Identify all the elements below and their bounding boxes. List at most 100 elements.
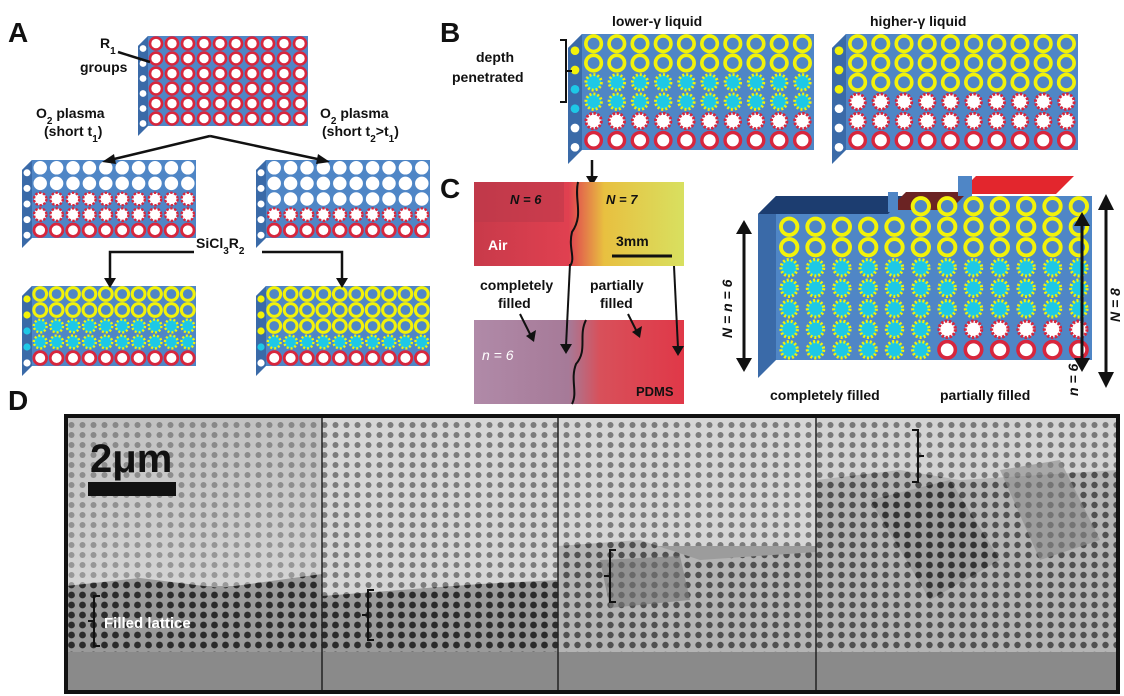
block-a-left-bottom-pore — [130, 286, 147, 302]
stepped-block-pore — [989, 339, 1010, 360]
stepped-block-pore — [911, 319, 931, 339]
stepped-block-pore — [831, 216, 852, 237]
block-a-right-bottom-pore — [266, 318, 283, 334]
block-a-right-mid — [256, 160, 430, 248]
block-a-left-bottom-pore — [114, 286, 131, 302]
block-a-right-bottom-side-pore — [257, 295, 265, 303]
block-b-lower-pore — [723, 34, 743, 54]
lid-red — [958, 176, 1074, 194]
block-a-left-bottom-pore — [130, 302, 147, 318]
block-a-right-bottom-pore — [381, 302, 397, 318]
block-b-lower-pore — [793, 92, 812, 111]
block-a-right-mid-pore — [414, 222, 430, 238]
block-b-higher-pore — [848, 111, 867, 131]
block-a-left-bottom-pore — [147, 350, 163, 366]
block-b-higher-pore — [894, 130, 914, 150]
block-b-higher-pore — [871, 111, 890, 131]
block-a-right-mid-side-pore — [257, 169, 265, 177]
block-b-lower-pore — [746, 34, 766, 54]
block-b-lower-pore — [677, 73, 696, 92]
stepped-block-pore — [884, 216, 905, 237]
block-a-top-pore — [260, 36, 276, 51]
block-a-right-mid-pore — [415, 176, 429, 191]
block-a-top-pore — [196, 81, 212, 96]
block-b-higher-pore — [871, 92, 890, 111]
block-a-right-bottom-pore — [381, 350, 397, 366]
block-a-left-mid-pore — [98, 191, 114, 207]
sem-bracket-4 — [912, 429, 924, 483]
block-a-right-bottom-pore — [299, 286, 315, 302]
stepped-block-pore — [805, 258, 826, 278]
block-a-left-mid-side-pore — [23, 169, 31, 177]
block-a-left-mid-pore — [114, 191, 130, 207]
block-a-right-mid-pore — [415, 161, 429, 175]
block-b-higher-pore — [848, 53, 868, 73]
block-a-left-bottom-pore — [114, 318, 130, 334]
stepped-block-pore — [779, 216, 800, 237]
block-a-right-bottom-pore — [331, 286, 348, 302]
stepped-block-pore — [911, 258, 931, 278]
left-plasma-label: O2 plasma — [36, 105, 105, 127]
block-a-left-mid-pore — [82, 161, 97, 175]
block-b-higher-pore — [987, 130, 1007, 150]
lid-navy — [758, 196, 906, 214]
block-b-lower-side — [568, 34, 582, 164]
block-a-top-pore — [244, 51, 260, 66]
block-b-higher-pore — [848, 34, 868, 54]
arrow-c-completely — [519, 313, 531, 335]
block-a-left-bottom-pore — [179, 286, 196, 302]
sicl3r2-label: SiCl3R2 — [196, 235, 245, 257]
block-a-left-mid-pore — [131, 207, 147, 223]
block-a-top-pore — [244, 81, 260, 96]
block-b-higher-pore — [1033, 34, 1053, 54]
block-a-right-bottom-pore — [348, 318, 365, 334]
block-a-top-pore — [164, 36, 180, 51]
stepped-block-pore — [832, 299, 852, 319]
block-a-left-mid-pore — [81, 207, 97, 223]
block-a-left-mid-pore — [32, 191, 48, 207]
stepped-block-pore — [989, 216, 1010, 237]
block-a-top-pore — [196, 66, 212, 81]
stepped-block-pore — [1016, 319, 1036, 339]
block-a-top-pore — [212, 51, 228, 66]
block-b-lower-pore — [700, 73, 719, 92]
block-completely-filled-label: completely filled — [770, 387, 880, 403]
block-b-higher-pore — [848, 130, 868, 150]
block-b-lower-pore — [746, 130, 766, 150]
block-a-top-pore — [212, 96, 228, 111]
stepped-block-pore — [805, 278, 826, 298]
block-a-right-bottom-pore — [282, 318, 299, 334]
stepped-block-pore — [963, 278, 984, 298]
block-a-right-mid-pore — [333, 161, 347, 175]
stepped-block-pore — [1068, 339, 1089, 360]
block-a-right-mid-pore — [382, 176, 396, 191]
block-b-higher-pore — [987, 34, 1007, 54]
sem-subpanel-1 — [66, 416, 322, 692]
block-b-higher-side-pore — [834, 142, 844, 152]
stepped-block-pore — [858, 258, 878, 278]
stepped-block-pore — [1069, 258, 1089, 278]
block-a-top-pore — [276, 96, 292, 111]
block-a-top-pore — [228, 51, 244, 66]
block-a-left-mid-pore — [163, 222, 180, 238]
block-a-top-pore — [148, 51, 164, 66]
block-b-lower-pore — [793, 111, 812, 131]
block-b-lower-pore — [653, 130, 673, 150]
block-a-left-bottom-pore — [163, 302, 180, 318]
stepped-block-pore — [805, 340, 826, 360]
block-a-right-bottom-pore — [315, 318, 332, 334]
block-a-right-mid-pore — [283, 192, 298, 206]
block-a-right-mid-pore — [332, 207, 348, 223]
block-b-lower-pore — [630, 92, 650, 111]
block-a-left-bottom-side-pore — [23, 343, 31, 351]
block-a-left-bottom-pore — [32, 286, 49, 302]
block-a-top-pore — [276, 36, 292, 51]
block-a-right-bottom-pore — [413, 286, 430, 302]
stepped-block-pore — [858, 319, 878, 339]
block-a-left-mid-pore — [181, 161, 195, 175]
stepped-block-pore — [937, 339, 958, 360]
block-a-top-pore — [180, 111, 196, 126]
block-b-lower-pore — [584, 130, 604, 150]
block-a-left-mid-pore — [147, 191, 163, 207]
penetrated-label: penetrated — [452, 69, 524, 85]
